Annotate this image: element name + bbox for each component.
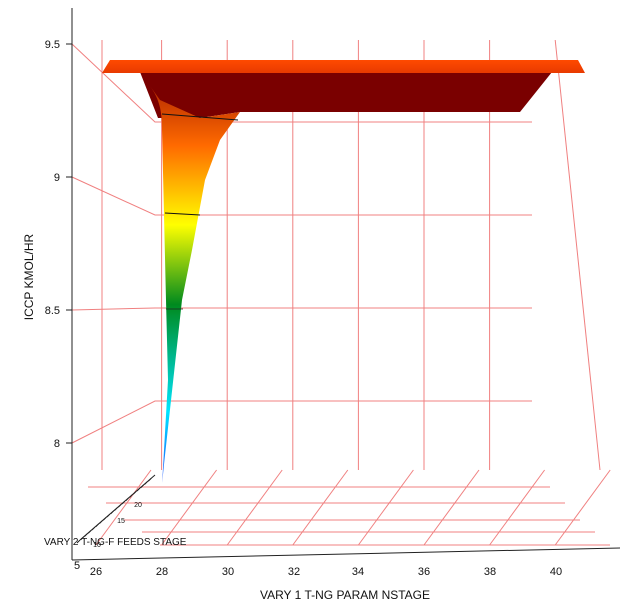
z-minor-tick bbox=[76, 539, 81, 544]
funnel-dip bbox=[150, 86, 240, 483]
x-tick-label-38: 38 bbox=[484, 566, 496, 578]
z-minor-tick bbox=[117, 503, 122, 508]
y-grid-8 bbox=[71, 400, 532, 444]
floor-grid-x-30 bbox=[226, 469, 283, 546]
z-minor-tick bbox=[95, 523, 100, 528]
y-grid-8.5 bbox=[71, 307, 532, 311]
x-tick-label-32: 32 bbox=[288, 566, 300, 578]
z-minor-tick bbox=[140, 484, 145, 489]
z-axis-label: VARY 2 T-NG-F FEEDS STAGE bbox=[44, 537, 187, 548]
z-tick-label-20: 20 bbox=[134, 502, 142, 509]
z-tick-label-10: 10 bbox=[93, 542, 101, 549]
y-tick-label-8: 8 bbox=[54, 438, 60, 450]
y-tick-label-9.5: 9.5 bbox=[45, 39, 60, 51]
y-axis-label: ICCP KMOL/HR bbox=[22, 233, 36, 320]
floor-grid-x-32 bbox=[292, 469, 349, 546]
z-minor-tick bbox=[114, 507, 118, 511]
y-grid-9 bbox=[71, 176, 532, 216]
y-grid-9.5 bbox=[71, 43, 532, 123]
contour-line-upper bbox=[161, 113, 239, 121]
x-tick-label-30: 30 bbox=[222, 566, 234, 578]
floor-grid-x-34 bbox=[357, 469, 414, 546]
z-minor-tick bbox=[80, 536, 85, 541]
y-tick-label-8.5: 8.5 bbox=[45, 305, 60, 317]
z-minor-tick bbox=[106, 513, 111, 518]
z-minor-tick bbox=[129, 494, 133, 498]
y-grid-lines bbox=[71, 43, 532, 444]
y-tick-labels: 8 8.5 9 9.5 bbox=[45, 39, 60, 450]
z-minor-tick bbox=[99, 520, 103, 524]
plateau-top bbox=[102, 60, 585, 73]
floor-grid-x-26 bbox=[95, 469, 152, 546]
contour-line-middle bbox=[164, 212, 201, 216]
z-minor-tick bbox=[84, 533, 88, 537]
z-minor-tick bbox=[102, 516, 107, 521]
z-minor-tick bbox=[121, 500, 126, 505]
floor-grid-x-38 bbox=[489, 469, 546, 546]
axes bbox=[66, 8, 621, 561]
floor-grid-x-36 bbox=[423, 469, 480, 546]
plateau-body bbox=[140, 72, 552, 118]
x-axis-label: VARY 1 T-NG PARAM NSTAGE bbox=[260, 588, 430, 602]
z-minor-tick bbox=[87, 529, 92, 534]
z-minor-tick bbox=[147, 477, 152, 482]
floor-grid-x-28 bbox=[161, 469, 218, 546]
x-tick-label-36: 36 bbox=[418, 566, 430, 578]
z-minor-tick bbox=[132, 490, 137, 495]
x-tick-label-26: 26 bbox=[90, 566, 102, 578]
z-tick-labels: 5 10 15 20 bbox=[74, 502, 142, 572]
x-tick-label-40: 40 bbox=[550, 566, 562, 578]
z-minor-tick bbox=[91, 526, 96, 531]
z-minor-tick bbox=[110, 510, 115, 515]
floor-grid-x-40 bbox=[554, 469, 611, 546]
z-tick-label-5: 5 bbox=[74, 560, 80, 572]
z-minor-tick bbox=[136, 487, 141, 492]
x-tick-labels: 26 28 30 32 34 36 38 40 bbox=[90, 566, 562, 578]
z-minor-tick bbox=[144, 481, 148, 485]
z-minor-tick bbox=[125, 497, 130, 502]
y-tick-label-9: 9 bbox=[54, 172, 60, 184]
surface bbox=[102, 60, 585, 483]
x-axis bbox=[71, 547, 621, 561]
wall-grid-x-40 bbox=[554, 39, 601, 471]
x-tick-label-34: 34 bbox=[352, 566, 364, 578]
x-tick-label-28: 28 bbox=[156, 566, 168, 578]
z-tick-label-15: 15 bbox=[117, 518, 125, 525]
